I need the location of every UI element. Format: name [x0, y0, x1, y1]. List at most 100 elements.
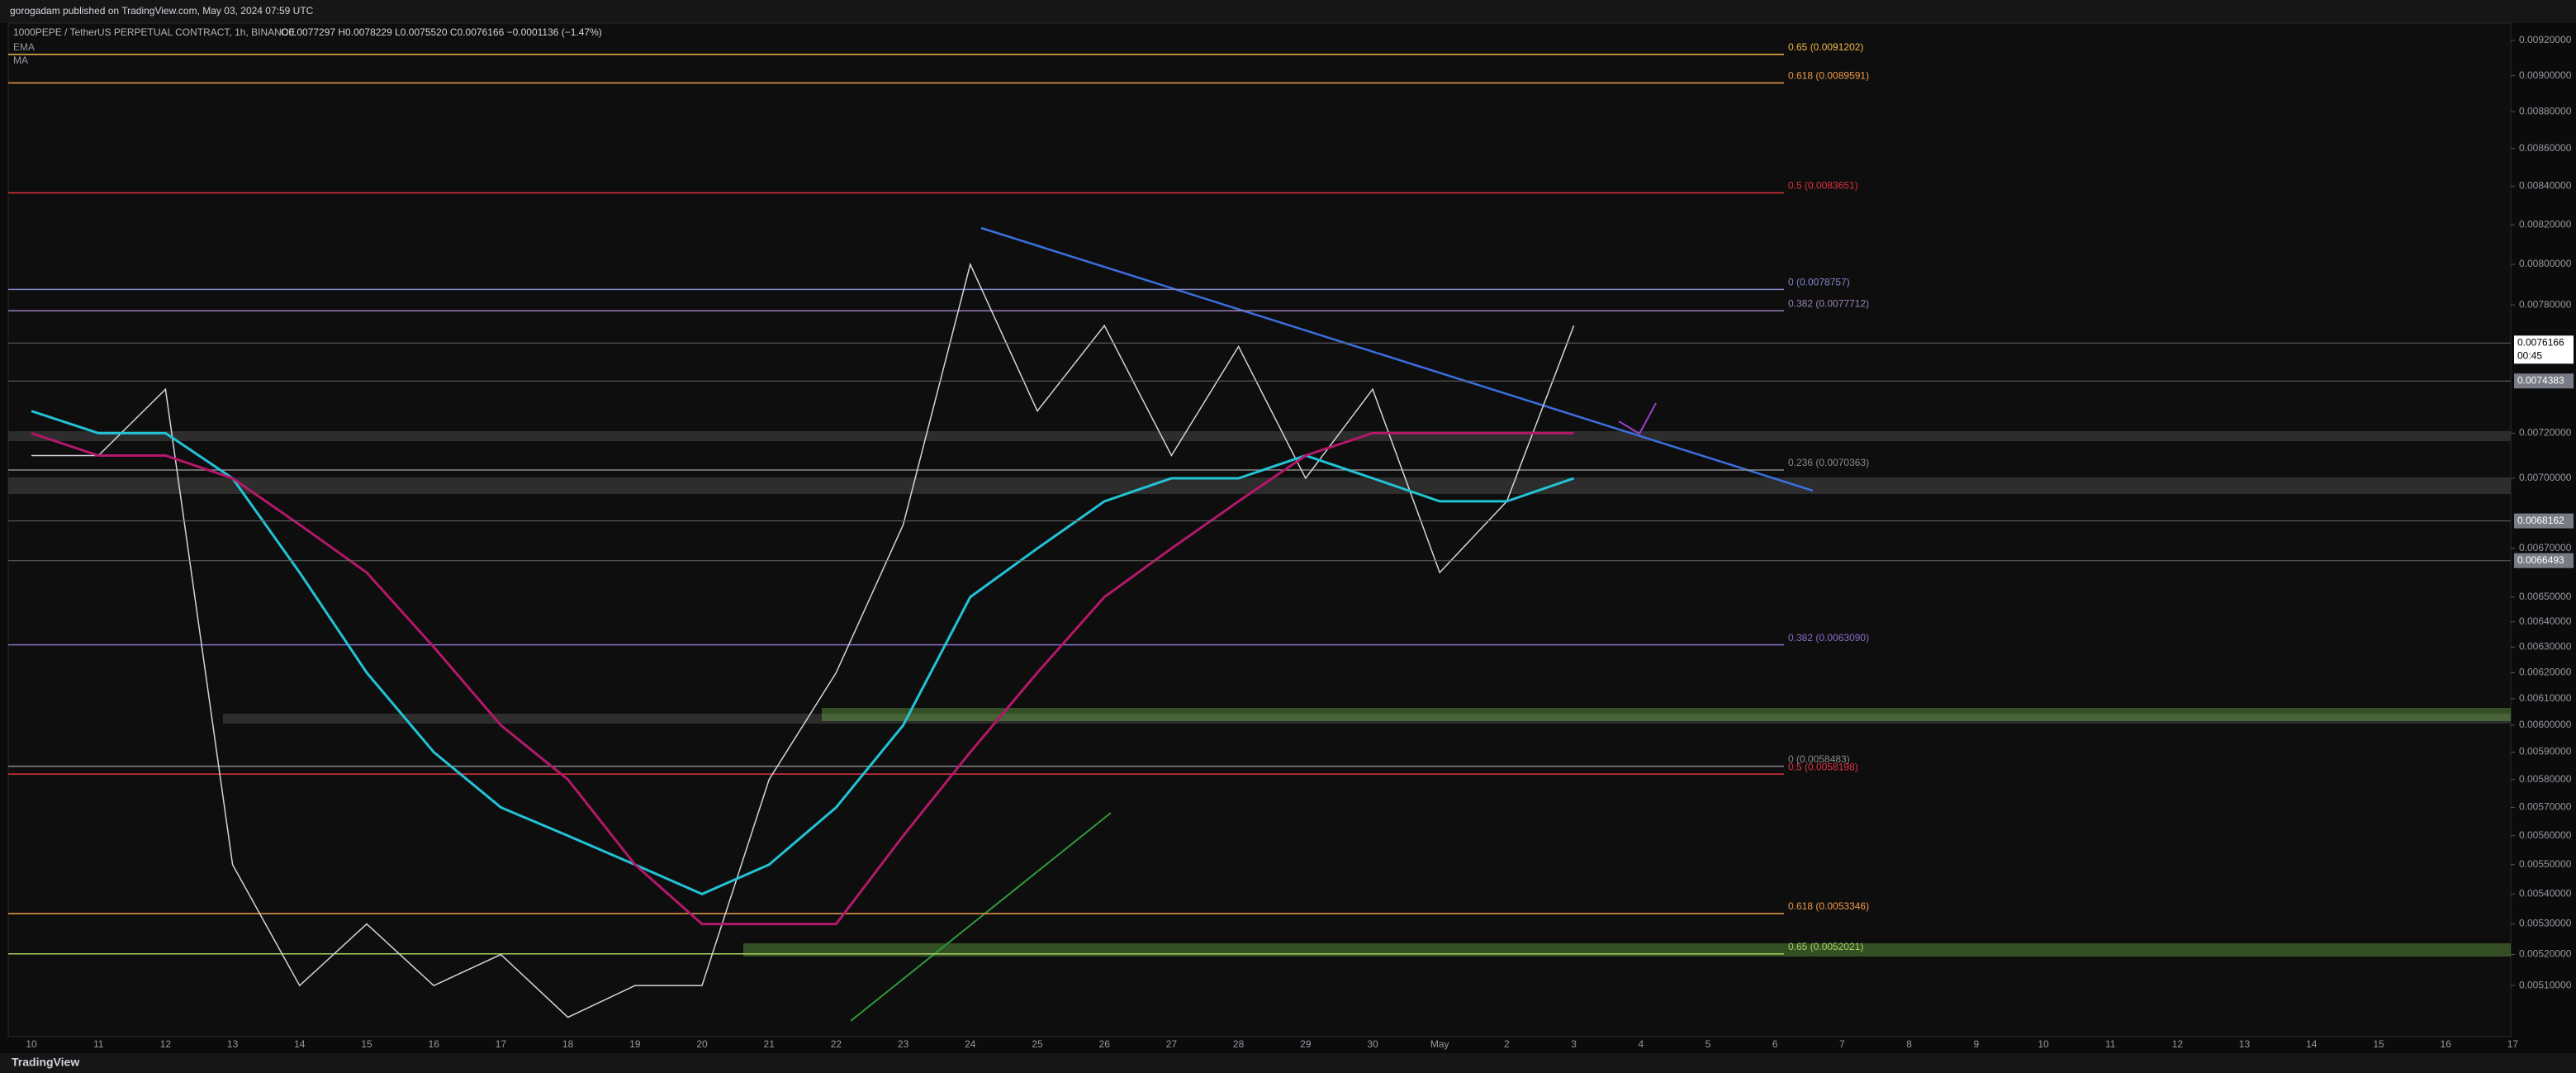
y-tick-label: 0.00620000 [2519, 667, 2572, 678]
y-tick-label: 0.00560000 [2519, 829, 2572, 841]
zone [822, 708, 2511, 721]
x-tick-label: 9 [1973, 1038, 1979, 1050]
level-label: 0.618 (0.0089591) [1788, 70, 1869, 82]
y-tick-label: 0.00540000 [2519, 887, 2572, 899]
x-tick-label: 14 [2306, 1038, 2317, 1050]
x-tick-label: 4 [1638, 1038, 1644, 1050]
price-badge-label: 0.0068162 [2517, 515, 2564, 526]
price-badge [2514, 513, 2574, 529]
y-tick-label: 0.00570000 [2519, 801, 2572, 813]
y-tick-label: 0.00600000 [2519, 719, 2572, 730]
price-badge-label: 0.0076166 [2517, 336, 2564, 348]
x-tick-label: 8 [1906, 1038, 1912, 1050]
level-label: 0.236 (0.0070363) [1788, 457, 1869, 468]
x-tick-label: 18 [562, 1038, 574, 1050]
x-tick-label: 26 [1099, 1038, 1111, 1050]
level-label: 0.5 (0.0083651) [1788, 180, 1858, 192]
y-tick-label: 0.00640000 [2519, 615, 2572, 627]
x-tick-label: 5 [1705, 1038, 1711, 1050]
x-tick-label: 24 [965, 1038, 976, 1050]
y-tick-label: 0.00700000 [2519, 472, 2572, 483]
x-tick-label: 3 [1571, 1038, 1577, 1050]
x-tick-label: 6 [1772, 1038, 1778, 1050]
x-tick-label: 21 [764, 1038, 776, 1050]
header: gorogadam published on TradingView.com, … [10, 5, 314, 17]
x-tick-label: 25 [1032, 1038, 1043, 1050]
x-tick-label: 13 [227, 1038, 239, 1050]
x-tick-label: 10 [26, 1038, 37, 1050]
x-tick-label: 15 [361, 1038, 372, 1050]
x-tick-label: 22 [831, 1038, 842, 1050]
level-label: 0.65 (0.0052021) [1788, 941, 1863, 952]
level-label: 0 (0.0078757) [1788, 277, 1850, 288]
trendline [850, 812, 1112, 1022]
legend-entry: EMA [13, 41, 35, 53]
x-tick-label: 12 [160, 1038, 172, 1050]
series-line [31, 431, 1574, 926]
x-tick-label: 23 [898, 1038, 909, 1050]
y-tick-label: 0.00630000 [2519, 641, 2572, 653]
countdown: 00:45 [2517, 349, 2542, 361]
x-tick-label: 29 [1300, 1038, 1312, 1050]
y-tick-label: 0.00720000 [2519, 427, 2572, 439]
x-tick-label: 16 [429, 1038, 440, 1050]
y-tick-label: 0.00840000 [2519, 180, 2572, 192]
x-tick-label: 19 [629, 1038, 641, 1050]
x-tick-label: 7 [1839, 1038, 1845, 1050]
y-tick-label: 0.00800000 [2519, 258, 2572, 269]
series-line [31, 410, 1575, 895]
bottom-bar [0, 1053, 2576, 1073]
plot-area [7, 22, 2512, 1037]
x-tick-label: 27 [1166, 1038, 1178, 1050]
y-tick-label: 0.00670000 [2519, 542, 2572, 553]
level-label: 0.618 (0.0053346) [1788, 900, 1869, 912]
y-tick-label: 0.00520000 [2519, 948, 2572, 960]
y-tick-label: 0.00610000 [2519, 692, 2572, 704]
zone [8, 431, 2511, 441]
footer: TradingView [12, 1056, 79, 1069]
y-tick-label: 0.00920000 [2519, 34, 2572, 45]
y-tick-label: 0.00900000 [2519, 69, 2572, 81]
level-label: 0.65 (0.0091202) [1788, 41, 1863, 53]
x-tick-label: 20 [696, 1038, 708, 1050]
arrow [1618, 402, 1657, 435]
x-tick-label: 28 [1233, 1038, 1245, 1050]
price-badge-label: 0.0066493 [2517, 554, 2564, 566]
y-tick-label: 0.00580000 [2519, 773, 2572, 785]
y-tick-label: 0.00550000 [2519, 858, 2572, 870]
level-label: 0.382 (0.0063090) [1788, 632, 1869, 643]
y-tick-label: 0.00530000 [2519, 918, 2572, 929]
x-tick-label: 10 [2038, 1038, 2049, 1050]
x-tick-label: 11 [93, 1038, 104, 1050]
x-tick-label: 17 [496, 1038, 507, 1050]
x-tick-label: 12 [2172, 1038, 2184, 1050]
x-tick-label: 16 [2441, 1038, 2452, 1050]
x-tick-label: 30 [1367, 1038, 1378, 1050]
symbol: 1000PEPE / TetherUS PERPETUAL CONTRACT, … [13, 26, 295, 38]
y-tick-label: 0.00780000 [2519, 298, 2572, 310]
y-tick-label: 0.00880000 [2519, 105, 2572, 116]
y-tick-label: 0.00650000 [2519, 591, 2572, 602]
level-label: 0.5 (0.0058198) [1788, 761, 1858, 772]
price-badge [2514, 373, 2574, 389]
y-tick-label: 0.00860000 [2519, 142, 2572, 154]
y-tick-label: 0.00590000 [2519, 746, 2572, 757]
x-tick-label: 15 [2373, 1038, 2384, 1050]
level-label: 0.382 (0.0077712) [1788, 297, 1869, 309]
zone [743, 943, 2511, 957]
plot: 0.00920000 0.00900000 0.00880000 0.00860000… [8, 34, 2574, 1050]
x-tick-label: 13 [2239, 1038, 2251, 1050]
zone [223, 714, 2511, 724]
top-bar [0, 0, 2576, 23]
x-tick-label: 2 [1504, 1038, 1510, 1050]
price-badge [2514, 553, 2574, 568]
x-tick-label: 17 [2507, 1038, 2519, 1050]
y-tick-label: 0.00820000 [2519, 218, 2572, 230]
series-line [31, 262, 1575, 1018]
level-label: 0 (0.0058483) [1788, 753, 1850, 765]
legend-entry: MA [13, 55, 28, 66]
price-badge [2514, 335, 2574, 364]
trendline [980, 226, 1814, 492]
x-tick-label: 11 [2105, 1038, 2116, 1050]
